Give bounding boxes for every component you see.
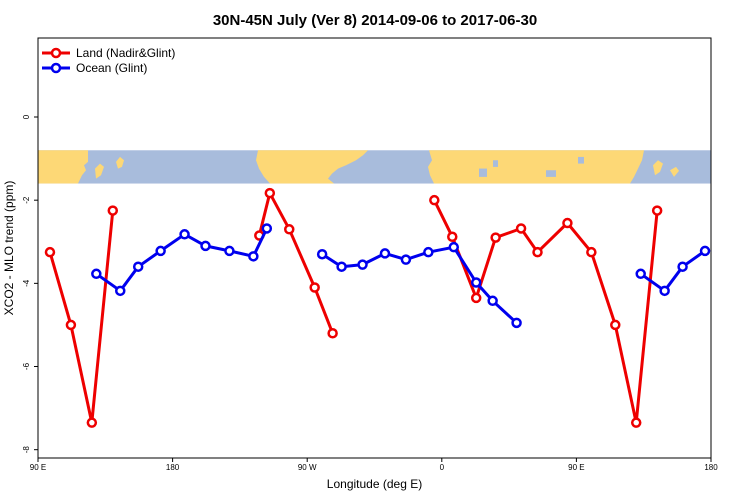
map-land-1 (95, 163, 104, 179)
series-1-point-1-1 (336, 261, 347, 272)
series-0-point-2-9 (630, 417, 642, 428)
world-map-band (38, 150, 711, 184)
legend-marker-1 (50, 62, 62, 74)
series-1-point-0-4 (179, 229, 190, 240)
series-0-point-0-1 (65, 319, 77, 331)
series-1-point-0-1 (115, 285, 126, 297)
series-0-point-2-6 (562, 217, 573, 229)
y-axis-label: XCO2 - MLO trend (ppm) (2, 181, 16, 316)
x-tick-label-1: 180 (166, 463, 180, 472)
series-1-point-1-5 (423, 246, 434, 258)
series-0-point-1-4 (327, 327, 338, 339)
legend-entry-0: Land (Nadir&Glint) (76, 46, 175, 60)
series-0-point-2-1 (447, 231, 458, 243)
series-1-point-1-3 (379, 248, 391, 259)
y-tick-label-2: -4 (22, 279, 31, 287)
series-0-point-2-0 (429, 194, 440, 206)
map-land-0 (38, 150, 88, 184)
map-land-5 (623, 150, 644, 184)
y-tick-label-4: -8 (22, 446, 31, 454)
legend: Land (Nadir&Glint)Ocean (Glint) (42, 46, 175, 75)
map-inlet-2 (546, 170, 556, 177)
series-0-point-1-3 (309, 282, 320, 293)
series-1-point-2-1 (659, 285, 670, 297)
legend-entry-1: Ocean (Glint) (76, 61, 147, 75)
map-inlet-3 (578, 156, 584, 164)
series-1-point-0-7 (248, 251, 259, 262)
map-inlet-0 (479, 168, 487, 177)
series-1-point-1-9 (511, 317, 522, 329)
series-0-line-1 (257, 191, 334, 334)
series-1-point-1-2 (357, 259, 368, 270)
series-1-line-2 (639, 249, 706, 293)
series-0-point-0-3 (107, 205, 119, 216)
map-land-2 (116, 156, 124, 169)
series-0-point-2-7 (586, 246, 597, 258)
series-0-point-1-1 (264, 187, 276, 199)
series-1-point-1-4 (400, 254, 412, 265)
series-1-point-0-0 (91, 268, 102, 280)
series-0-point-2-5 (532, 246, 543, 258)
x-tick-label-4: 90 E (568, 463, 584, 472)
series-1-point-0-2 (132, 261, 144, 272)
y-tick-label-0: 0 (22, 114, 31, 119)
series-0 (44, 187, 663, 428)
series-0-point-2-4 (515, 223, 527, 234)
map-land-7 (670, 166, 679, 177)
series-1 (91, 223, 711, 329)
series-0-point-2-2 (470, 292, 482, 304)
series-1-point-1-6 (448, 241, 460, 253)
y-tick-label-1: -2 (22, 196, 31, 204)
legend-marker-0 (50, 47, 62, 59)
plot-frame (37, 37, 712, 459)
series-0-point-1-2 (284, 224, 295, 235)
series-1-point-0-5 (200, 240, 211, 252)
chart-title: 30N-45N July (Ver 8) 2014-09-06 to 2017-… (213, 12, 537, 29)
x-tick-label-2: 90 W (298, 463, 317, 472)
x-tick-label-3: 0 (440, 463, 445, 472)
series-1-point-0-6 (224, 245, 235, 257)
x-axis-label: Longitude (deg E) (327, 477, 422, 491)
x-tick-label-5: 180 (704, 463, 718, 472)
series-0-point-2-3 (490, 232, 501, 243)
series-0-point-0-2 (86, 417, 98, 428)
series-1-point-2-3 (699, 245, 711, 257)
map-inlet-1 (493, 160, 498, 167)
y-tick-label-3: -6 (22, 362, 31, 370)
series-1-point-2-0 (635, 268, 646, 280)
series-0-point-0-0 (44, 246, 56, 258)
series-0-line-2 (432, 199, 659, 425)
map-land-4 (428, 150, 711, 184)
series-1-line-1 (321, 245, 518, 325)
series-0-line-0 (48, 210, 115, 425)
series-1-point-1-8 (487, 295, 498, 307)
series-1-point-1-7 (470, 277, 482, 288)
map-land-3 (256, 150, 368, 184)
series-1-point-0-8 (261, 223, 273, 234)
series-1-point-1-0 (316, 248, 328, 260)
map-land-6 (653, 160, 663, 176)
x-tick-label-0: 90 E (30, 463, 46, 472)
series-1-point-2-2 (677, 261, 688, 272)
series-1-point-0-3 (155, 245, 166, 257)
series-0-point-2-10 (651, 205, 663, 216)
series-0-point-2-8 (610, 319, 621, 331)
